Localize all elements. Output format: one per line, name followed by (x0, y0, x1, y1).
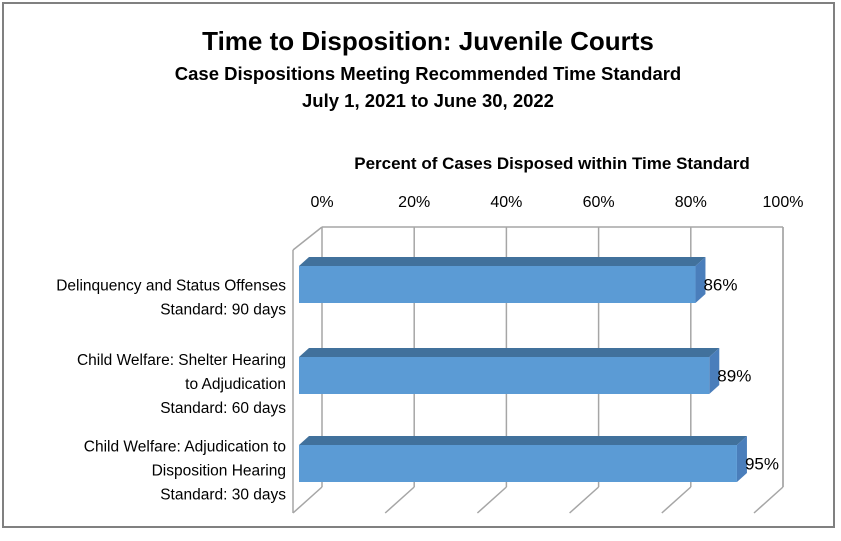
category-axis-labels: Delinquency and Status Offenses Standard:… (56, 277, 286, 503)
chart-title: Time to Disposition: Juvenile Courts (202, 26, 654, 56)
category-label-line: Standard: 90 days (160, 301, 286, 318)
floor-gridline (384, 486, 415, 514)
bar-group: 89% (299, 348, 751, 394)
category-label: Child Welfare: Adjudication to Dispositio… (84, 439, 286, 504)
bar-top-face (299, 436, 747, 445)
x-axis-title: Percent of Cases Disposed within Time St… (354, 154, 750, 173)
x-tick-label: 60% (583, 194, 615, 211)
bar-group: 86% (299, 257, 737, 303)
bar-front-face (299, 266, 696, 303)
x-tick-label: 100% (763, 194, 804, 211)
bar-side-face (709, 348, 720, 394)
left-wall-top-edge (292, 226, 323, 251)
bar-top-face (299, 257, 706, 266)
category-label-line: Child Welfare: Adjudication to (84, 439, 286, 456)
category-label-line: Standard: 60 days (160, 400, 286, 417)
bar-value-label: 89% (717, 367, 751, 386)
x-tick-label: 20% (398, 194, 430, 211)
category-label: Delinquency and Status Offenses Standard:… (56, 277, 286, 318)
floor-gridline (292, 486, 323, 514)
x-tick-label: 0% (310, 194, 333, 211)
category-label-line: Child Welfare: Shelter Hearing (77, 352, 286, 369)
x-tick-label: 80% (675, 194, 707, 211)
category-label-line: Standard: 30 days (160, 487, 286, 504)
bar-top-face (299, 348, 720, 357)
category-label-line: to Adjudication (185, 376, 286, 393)
x-tick-label: 40% (490, 194, 522, 211)
chart-date-range: July 1, 2021 to June 30, 2022 (302, 90, 554, 111)
x-axis-tick-labels: 0% 20% 40% 60% 80% 100% (310, 194, 803, 211)
bar-value-label: 86% (703, 276, 737, 295)
floor-gridline (661, 486, 692, 514)
bar-front-face (299, 445, 737, 482)
bar-series: 86% 89% 95% (299, 257, 779, 482)
bar-value-label: 95% (745, 455, 779, 474)
floor-gridline (569, 486, 600, 514)
bar-front-face (299, 357, 710, 394)
category-label: Child Welfare: Shelter Hearing to Adjudic… (77, 352, 286, 417)
category-label-line: Delinquency and Status Offenses (56, 277, 286, 294)
floor-gridline (476, 486, 507, 514)
category-label-line: Disposition Hearing (152, 463, 286, 480)
chart-subtitle: Case Dispositions Meeting Recommended Ti… (175, 63, 681, 84)
floor-gridline (753, 486, 784, 514)
bar-side-face (695, 257, 706, 303)
bar-group: 95% (299, 436, 779, 482)
bar-side-face (736, 436, 747, 482)
